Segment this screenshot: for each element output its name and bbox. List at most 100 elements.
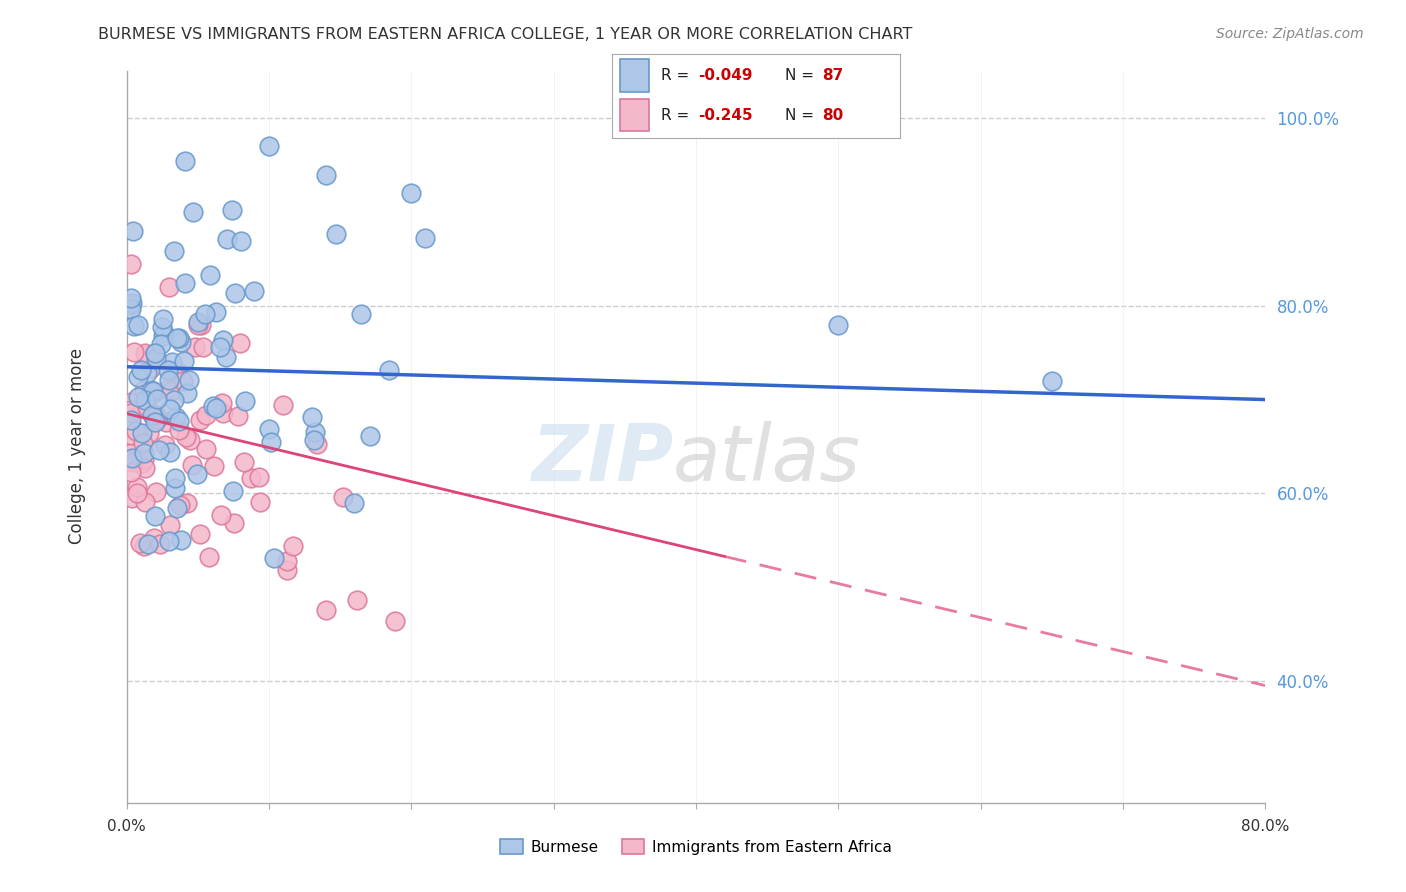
Point — [378, 363, 401, 377]
Point — [217, 232, 239, 246]
Point — [120, 298, 142, 312]
Point — [169, 498, 191, 512]
Point — [129, 536, 152, 550]
Point — [157, 373, 180, 387]
Point — [125, 486, 148, 500]
Point — [120, 257, 142, 271]
Point — [122, 455, 145, 469]
Point — [190, 318, 212, 333]
Point — [179, 433, 201, 447]
Point — [121, 491, 143, 505]
Point — [160, 355, 183, 369]
Text: ZIP: ZIP — [531, 421, 673, 497]
Point — [134, 446, 156, 460]
Point — [187, 315, 209, 329]
Point — [142, 532, 165, 546]
Point — [181, 458, 204, 472]
Point — [263, 551, 285, 566]
Point — [142, 384, 165, 398]
Point — [283, 539, 305, 553]
Point — [260, 434, 283, 449]
Point — [159, 517, 181, 532]
Text: 0.0%: 0.0% — [107, 819, 146, 834]
Point — [120, 301, 142, 316]
Point — [177, 373, 200, 387]
Text: N =: N = — [785, 68, 818, 83]
Point — [215, 350, 238, 364]
Point — [315, 603, 337, 617]
Point — [212, 406, 235, 420]
Point — [157, 382, 180, 396]
Point — [127, 370, 149, 384]
Point — [152, 328, 174, 343]
Point — [166, 331, 188, 345]
Point — [212, 333, 235, 347]
Point — [173, 154, 195, 169]
Point — [165, 409, 187, 424]
Point — [120, 427, 142, 442]
Point — [315, 168, 337, 182]
Point — [134, 452, 156, 467]
Point — [229, 336, 252, 351]
Text: 80: 80 — [823, 108, 844, 123]
Point — [122, 318, 145, 333]
Point — [231, 234, 253, 248]
Point — [1040, 374, 1063, 388]
Point — [129, 363, 152, 377]
Point — [159, 445, 181, 459]
Point — [194, 307, 217, 321]
Point — [205, 401, 228, 415]
Point — [176, 496, 198, 510]
Point — [271, 398, 294, 412]
Point — [211, 395, 233, 409]
Text: R =: R = — [661, 68, 693, 83]
Point — [141, 384, 163, 399]
Point — [208, 340, 231, 354]
Point — [145, 409, 167, 423]
Point — [247, 469, 270, 483]
Point — [240, 471, 263, 485]
Point — [232, 455, 254, 469]
Point — [195, 408, 218, 422]
Point — [204, 458, 226, 473]
Point — [249, 495, 271, 509]
Point — [120, 465, 142, 479]
Point — [276, 554, 298, 568]
Point — [221, 203, 243, 218]
Point — [384, 615, 406, 629]
Point — [222, 516, 245, 530]
Point — [132, 435, 155, 450]
Point — [121, 451, 143, 466]
Point — [146, 412, 169, 426]
Point — [122, 344, 145, 359]
Point — [125, 425, 148, 439]
Point — [143, 385, 166, 400]
Point — [176, 386, 198, 401]
Point — [346, 592, 368, 607]
Point — [159, 402, 181, 417]
Point — [186, 467, 208, 482]
Point — [170, 334, 193, 349]
Point — [173, 353, 195, 368]
Point — [134, 392, 156, 407]
Point — [155, 438, 177, 452]
Point — [143, 509, 166, 524]
Text: Source: ZipAtlas.com: Source: ZipAtlas.com — [1216, 27, 1364, 41]
Point — [143, 345, 166, 359]
Point — [145, 351, 167, 365]
Point — [332, 491, 354, 505]
Point — [131, 425, 153, 440]
Point — [167, 423, 190, 437]
Point — [157, 533, 180, 548]
Point — [120, 446, 142, 460]
Point — [134, 495, 156, 509]
Point — [132, 539, 155, 553]
Point — [149, 537, 172, 551]
Point — [226, 409, 249, 424]
Point — [157, 280, 180, 294]
Point — [136, 401, 159, 415]
Text: 87: 87 — [823, 68, 844, 83]
Point — [224, 285, 246, 300]
Point — [127, 480, 149, 494]
Point — [127, 318, 149, 333]
